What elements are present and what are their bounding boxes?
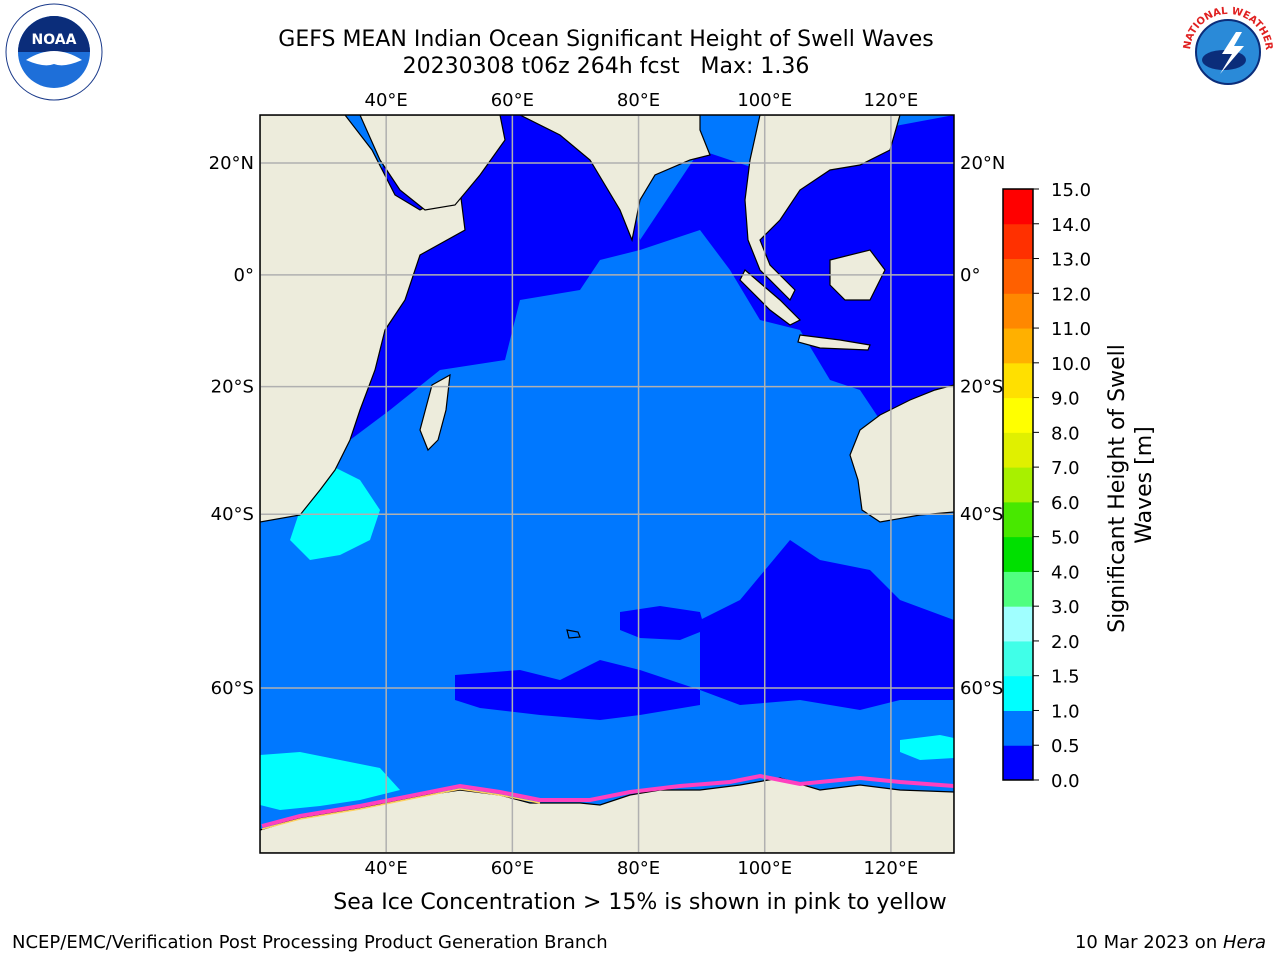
lon-label-top: 100°E bbox=[737, 90, 792, 111]
low-swell-south-east bbox=[700, 540, 954, 710]
land-australia bbox=[849, 384, 954, 523]
colorbar-tick-label: 6.0 bbox=[1051, 493, 1080, 514]
sea-ice-note: Sea Ice Concentration > 15% is shown in … bbox=[333, 890, 947, 915]
swell-patch-south bbox=[260, 752, 400, 810]
land-antarctica bbox=[260, 777, 954, 853]
colorbar-label-line1: Significant Height of Swell bbox=[1105, 344, 1130, 633]
colorbar-tick-label: 9.0 bbox=[1051, 389, 1080, 410]
colorbar-tick-label: 14.0 bbox=[1051, 215, 1091, 236]
colorbar-swatch bbox=[1003, 571, 1033, 607]
lat-label-right: 60°S bbox=[960, 678, 1003, 699]
lat-label-right: 0° bbox=[960, 265, 980, 286]
ocean-base bbox=[260, 115, 954, 853]
colorbar-tick-label: 1.0 bbox=[1051, 701, 1080, 722]
lat-label-right: 20°S bbox=[960, 377, 1003, 398]
footer-host: Hera bbox=[1222, 932, 1266, 953]
map-axis-labels: 40°E 40°E 60°E 60°E 80°E 80°E 100°E 100°E 120°E 1… bbox=[209, 90, 1006, 879]
gridlines bbox=[260, 115, 954, 853]
swell-patch-southeast bbox=[900, 735, 954, 760]
lat-label-left: 20°N bbox=[209, 153, 254, 174]
colorbar-swatch bbox=[1003, 189, 1033, 225]
lat-label-right: 40°S bbox=[960, 504, 1003, 525]
colorbar-tick-label: 12.0 bbox=[1051, 284, 1091, 305]
chart-subtitle: 20230308 t06z 264h fcst Max: 1.36 bbox=[402, 54, 810, 79]
colorbar-swatch bbox=[1003, 328, 1033, 364]
colorbar-swatch bbox=[1003, 745, 1033, 781]
lon-label-top: 80°E bbox=[617, 90, 660, 111]
map-frame bbox=[259, 114, 955, 854]
land-india bbox=[519, 115, 711, 243]
colorbar-tick-label: 0.5 bbox=[1051, 736, 1080, 757]
land-borneo bbox=[829, 249, 886, 301]
colorbar-label-line2: Waves [m] bbox=[1132, 426, 1157, 543]
lat-label-left: 20°S bbox=[211, 377, 254, 398]
low-swell-mid bbox=[620, 606, 705, 640]
low-swell-south-central bbox=[455, 660, 700, 720]
land-africa bbox=[260, 115, 466, 523]
colorbar-swatch bbox=[1003, 675, 1033, 711]
land-sumatra bbox=[739, 269, 802, 326]
colorbar-tick-label: 4.0 bbox=[1051, 562, 1080, 583]
lon-label-bottom: 100°E bbox=[737, 858, 792, 879]
colorbar-tick-label: 5.0 bbox=[1051, 528, 1080, 549]
colorbar-swatch bbox=[1003, 397, 1033, 433]
lat-label-left: 60°S bbox=[211, 678, 254, 699]
chart-title: GEFS MEAN Indian Ocean Significant Heigh… bbox=[278, 27, 934, 52]
lon-label-bottom: 60°E bbox=[491, 858, 534, 879]
colorbar-swatch bbox=[1003, 223, 1033, 260]
land-southeast-asia bbox=[744, 115, 901, 302]
lon-label-bottom: 120°E bbox=[864, 858, 919, 879]
land-madagascar bbox=[419, 373, 451, 452]
lon-label-top: 60°E bbox=[491, 90, 534, 111]
colorbar-swatch bbox=[1003, 467, 1033, 503]
noaa-logo-icon: NOAA bbox=[5, 3, 103, 101]
lon-label-top: 40°E bbox=[365, 90, 408, 111]
colorbar-swatch bbox=[1003, 606, 1033, 642]
colorbar-swatch bbox=[1003, 640, 1033, 677]
colorbar-tick-label: 2.0 bbox=[1051, 632, 1080, 653]
colorbar-swatch bbox=[1003, 362, 1033, 399]
colorbar-swatch bbox=[1003, 258, 1033, 294]
colorbar: 0.0 0.5 1.0 1.5 2.0 3.0 4.0 5.0 6.0 7.0 8.0 9.0 10.0… bbox=[1002, 180, 1091, 792]
lat-label-left: 40°S bbox=[211, 504, 254, 525]
lat-label-right: 20°N bbox=[960, 153, 1005, 174]
nws-logo-icon: NATIONAL WEATHER SERVICE bbox=[1178, 2, 1276, 100]
land-arabia bbox=[359, 115, 506, 211]
colorbar-swatch bbox=[1003, 710, 1033, 746]
noaa-logo-text: NOAA bbox=[32, 32, 77, 48]
colorbar-tick-label: 10.0 bbox=[1051, 354, 1091, 375]
colorbar-swatch bbox=[1003, 501, 1033, 538]
land-java bbox=[797, 334, 871, 351]
footer-date: 10 Mar 2023 on Hera bbox=[1075, 932, 1266, 953]
colorbar-swatch bbox=[1003, 432, 1033, 468]
colorbar-frame bbox=[1002, 188, 1034, 781]
land-kerguelen bbox=[566, 629, 581, 639]
footer-credit: NCEP/EMC/Verification Post Processing Pr… bbox=[12, 932, 608, 953]
colorbar-tick-label: 3.0 bbox=[1051, 597, 1080, 618]
low-swell-north bbox=[260, 115, 954, 515]
colorbar-label: Significant Height of Swell Waves [m] bbox=[1105, 337, 1157, 633]
sea-ice-edge bbox=[261, 773, 954, 828]
colorbar-tick-label: 13.0 bbox=[1051, 250, 1091, 271]
sea-ice-inner bbox=[261, 788, 541, 830]
colorbar-tick-label: 7.0 bbox=[1051, 458, 1080, 479]
colorbar-tick-label: 15.0 bbox=[1051, 180, 1091, 201]
colorbar-tick-label: 11.0 bbox=[1051, 319, 1091, 340]
colorbar-tick-label: 8.0 bbox=[1051, 423, 1080, 444]
footer-date-text: 10 Mar 2023 on bbox=[1074, 932, 1223, 953]
lon-label-bottom: 80°E bbox=[617, 858, 660, 879]
map-plot-area bbox=[260, 115, 954, 853]
colorbar-swatch bbox=[1003, 536, 1033, 572]
colorbar-tick-label: 1.5 bbox=[1051, 667, 1080, 688]
swell-patch-southwest bbox=[290, 465, 380, 560]
colorbar-swatch bbox=[1003, 293, 1033, 329]
lat-label-left: 0° bbox=[234, 265, 254, 286]
colorbar-tick-label: 0.0 bbox=[1051, 771, 1080, 792]
land-masses bbox=[260, 115, 954, 853]
lon-label-top: 120°E bbox=[864, 90, 919, 111]
lon-label-bottom: 40°E bbox=[365, 858, 408, 879]
